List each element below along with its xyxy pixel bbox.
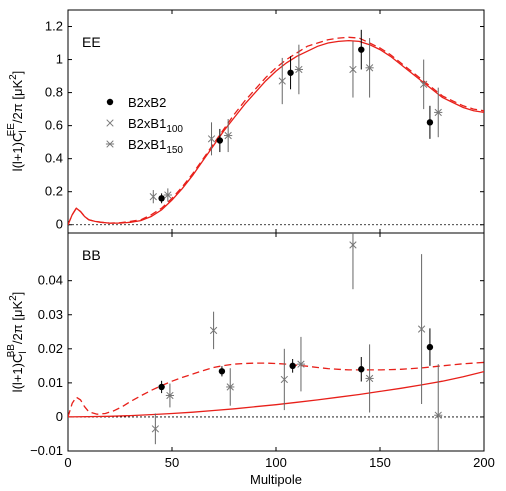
- ee-ytick-label: 0.4: [45, 151, 63, 166]
- ee-cross-point: [278, 77, 286, 85]
- ee-cross-point-stroke-b: [207, 135, 216, 143]
- bb-cross-point: [417, 325, 426, 333]
- ee-ytick-label: 0.8: [45, 85, 63, 100]
- bb-cross-point-stroke-b: [151, 425, 160, 433]
- bb-cross-point-stroke-b: [280, 375, 288, 384]
- ee-ytick-label: 0.6: [45, 118, 63, 133]
- ee-cross-point-stroke-b: [420, 80, 428, 88]
- bb-xtick-label: 200: [473, 455, 495, 470]
- ee-legend-entry: B2xB1150: [128, 137, 183, 156]
- bb-ytick-label: 0: [56, 409, 63, 424]
- bb-xtick-label: 50: [165, 455, 179, 470]
- bb-cross-point-stroke-b: [349, 241, 357, 249]
- ee-asterisk-point: [294, 65, 303, 74]
- bb-asterisk-point: [434, 411, 443, 419]
- ee-dot-point: [358, 46, 365, 53]
- bb-cross-point: [209, 326, 218, 335]
- bb-ylabel-part: l(l+1)C: [10, 354, 25, 393]
- bb-cross-point-stroke-b: [209, 326, 218, 335]
- bb-ytick-label: 0.03: [38, 307, 63, 322]
- ee-ytick-label: 0: [56, 217, 63, 232]
- bb-asterisk-point: [365, 374, 374, 383]
- ee-panel-label: EE: [82, 34, 101, 50]
- ee-legend-entry-sub: 100: [166, 124, 183, 135]
- ee-ylabel-part: l: [18, 130, 29, 132]
- ee-asterisk-point: [163, 191, 172, 199]
- ee-legend-entry: B2xB1100: [128, 116, 183, 135]
- bb-ytick-label: 0.02: [38, 341, 63, 356]
- ee-dot-point: [287, 69, 294, 76]
- ee-legend-entry-text: B2xB2: [128, 95, 166, 110]
- x-axis-title: Multipole: [250, 472, 302, 487]
- bb-cross-point: [151, 425, 160, 433]
- ee-legend-entry-text: B2xB1: [128, 116, 166, 131]
- ee-dot-point: [426, 119, 434, 126]
- ee-asterisk-point: [365, 64, 374, 72]
- bb-xtick-label: 150: [369, 455, 391, 470]
- ee-legend-entry-text: B2xB1: [128, 137, 166, 152]
- bb-ylabel-part: l: [18, 351, 29, 353]
- ee-ylabel-part: /2π [μK: [10, 80, 25, 124]
- bb-panel: BB l(l+1)ClBB/2π [μK2] Multipole −0.0100…: [6, 232, 495, 487]
- bb-ytick-label: −0.01: [30, 443, 63, 458]
- ee-legend-dot-marker: [106, 98, 114, 106]
- bb-asterisk-point: [165, 391, 175, 400]
- bb-dot-point: [358, 366, 365, 373]
- bb-dot-point: [426, 343, 434, 351]
- bb-ylabel-part: /2π [μK: [10, 301, 25, 345]
- ee-cross-point: [349, 65, 357, 74]
- bb-asterisk-point: [226, 383, 235, 391]
- bb-y-axis-title: l(l+1)ClBB/2π [μK2]: [6, 292, 29, 393]
- ee-legend-entry-sub: 150: [166, 145, 183, 156]
- ee-dot-point: [158, 195, 165, 202]
- ee-ylabel-part: EE: [6, 123, 17, 137]
- ee-cross-point: [420, 80, 428, 88]
- ee-ytick-label: 1: [56, 52, 63, 67]
- ee-cross-point: [149, 193, 157, 201]
- ee-legend-entry: B2xB2: [128, 95, 166, 110]
- ee-cross-point: [207, 135, 216, 143]
- ee-model-curve-dashed: [68, 36, 484, 225]
- bb-panel-label: BB: [82, 247, 101, 263]
- ee-panel: EE l(l+1)ClEE/2π [μK2] 00.20.40.60.811.2…: [6, 9, 485, 234]
- ee-legend-cross-marker: [106, 119, 114, 127]
- bb-cross-point: [280, 375, 288, 384]
- bb-xtick-label: 100: [265, 455, 287, 470]
- bb-ylabel-part: ]: [10, 292, 25, 296]
- bb-ytick-label: 0.01: [38, 375, 63, 390]
- ee-ytick-label: 0.2: [45, 184, 63, 199]
- bb-model-curve-solid: [68, 370, 484, 418]
- bb-asterisk-point: [296, 360, 306, 368]
- bb-xtick-label: 0: [64, 455, 71, 470]
- ee-asterisk-point: [224, 131, 233, 140]
- ee-asterisk-point: [434, 108, 443, 117]
- bb-dot-point: [158, 383, 165, 391]
- ee-ylabel-part: 2: [8, 74, 19, 80]
- ee-cross-point-stroke-b: [278, 77, 286, 85]
- ee-ylabel-part: l(l+1)C: [10, 133, 25, 172]
- ee-model-curve-solid: [68, 39, 484, 225]
- ee-legend-asterisk-marker: [105, 140, 115, 148]
- ee-y-axis-title: l(l+1)ClEE/2π [μK2]: [6, 71, 29, 172]
- bb-model-curve-dashed: [68, 361, 484, 418]
- ee-cross-point-stroke-b: [149, 193, 157, 201]
- ee-ytick-label: 1.2: [45, 19, 63, 34]
- bb-cross-point-stroke-b: [417, 325, 426, 333]
- bb-cross-point: [349, 241, 357, 249]
- bb-dot-point: [289, 362, 296, 370]
- ee-ylabel-part: ]: [10, 71, 25, 75]
- ee-dot-point: [216, 137, 224, 144]
- bb-ylabel-part: BB: [6, 344, 17, 358]
- bb-dot-point: [218, 368, 226, 375]
- bb-ytick-label: 0.04: [38, 273, 63, 288]
- ee-cross-point-stroke-b: [349, 65, 357, 74]
- bb-ylabel-part: 2: [8, 295, 19, 301]
- ee-legend-cross-marker-stroke-b: [106, 119, 114, 127]
